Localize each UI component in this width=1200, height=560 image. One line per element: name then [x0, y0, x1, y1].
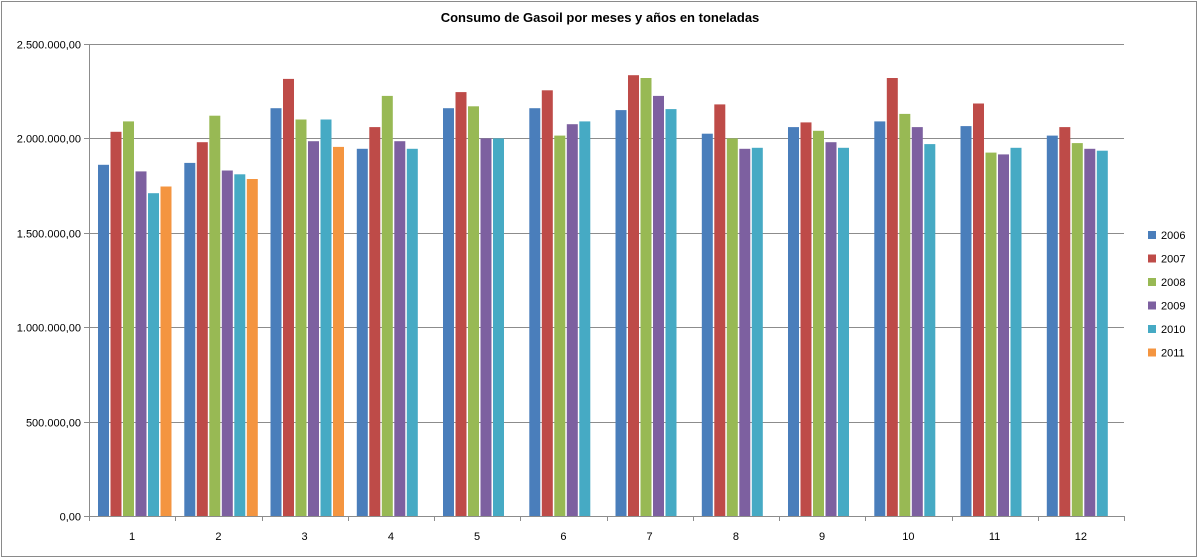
bar-2008-3 [295, 119, 307, 516]
bar-2010-2 [234, 174, 246, 517]
bar-2008-2 [209, 115, 221, 516]
bar-2011-3 [333, 146, 344, 516]
bar-2011-2 [246, 179, 258, 516]
bar-2007-8 [714, 104, 726, 517]
bar-2006-5 [443, 108, 454, 516]
gridlines [89, 44, 1124, 423]
bars [98, 75, 1108, 517]
bar-2006-3 [270, 108, 282, 516]
legend-swatch-2007 [1148, 254, 1156, 263]
bar-2009-12 [1084, 148, 1096, 517]
bar-2007-11 [973, 103, 984, 516]
bar-2008-5 [468, 106, 479, 517]
x-tick-label: 7 [647, 531, 653, 543]
bar-2007-6 [541, 90, 553, 517]
bar-2006-7 [615, 110, 627, 516]
y-tick-label: 1.000.000,00 [17, 323, 81, 335]
bar-2009-9 [825, 142, 837, 516]
bar-2008-4 [381, 95, 393, 517]
bar-2008-9 [813, 130, 824, 517]
bar-2007-2 [196, 142, 208, 516]
bar-2008-1 [123, 121, 134, 517]
bar-2008-7 [640, 78, 652, 516]
x-tick-label: 5 [474, 531, 480, 543]
bar-2009-2 [221, 170, 233, 516]
bar-2010-3 [320, 119, 332, 516]
bar-2006-12 [1046, 135, 1058, 516]
legend: 2006 2007 2008 2009 2010 2011 [1148, 230, 1185, 360]
bar-2010-10 [924, 144, 936, 516]
bar-2009-6 [566, 124, 578, 516]
legend-swatch-2010 [1148, 325, 1156, 333]
bar-2007-10 [886, 78, 898, 516]
y-tick-label: 2.000.000,00 [17, 134, 81, 146]
x-tick-label: 2 [215, 531, 221, 543]
bar-2011-1 [160, 186, 172, 516]
legend-swatch-2006 [1148, 231, 1156, 239]
x-tick-label: 10 [902, 531, 914, 543]
bar-2008-10 [899, 113, 911, 517]
bar-2010-12 [1096, 150, 1108, 516]
x-tick-label: 4 [388, 531, 394, 543]
legend-swatch-2008 [1148, 278, 1156, 286]
legend-label-2009: 2009 [1161, 301, 1185, 313]
bar-2009-11 [998, 154, 1009, 516]
bar-2009-5 [480, 138, 492, 516]
bar-2007-4 [369, 127, 381, 516]
x-tick-label: 11 [989, 531, 1000, 543]
bar-2006-10 [874, 121, 886, 517]
y-tick-label: 500.000,00 [26, 418, 81, 430]
legend-swatch-2011 [1148, 348, 1156, 357]
bar-2008-6 [554, 135, 566, 516]
bar-2006-9 [788, 127, 799, 516]
bar-2010-5 [493, 138, 504, 516]
x-tick-label: 12 [1075, 531, 1087, 543]
bar-2010-9 [838, 147, 849, 517]
chart-title: Consumo de Gasoil por meses y años en to… [440, 10, 760, 25]
x-tick-label: 1 [129, 531, 135, 543]
bar-2010-4 [406, 148, 418, 517]
bar-2007-7 [628, 75, 639, 516]
bar-2007-1 [110, 131, 122, 517]
bar-2009-4 [394, 141, 406, 516]
bar-2010-7 [665, 109, 677, 516]
y-tick-label: 0,00 [60, 512, 81, 524]
x-tick-label: 3 [302, 531, 308, 543]
y-tick-label: 1.500.000,00 [17, 229, 81, 241]
bar-2009-1 [135, 171, 147, 516]
bar-2006-8 [701, 133, 713, 516]
bar-2006-1 [98, 164, 109, 517]
axes: 0,00 500.000,00 1.000.000,00 1.500.000,00 2.… [17, 40, 1125, 543]
bar-2008-12 [1071, 143, 1083, 516]
bar-2008-8 [726, 138, 738, 516]
bar-2009-7 [653, 95, 664, 517]
bar-2006-11 [960, 126, 972, 516]
x-tick-label: 6 [560, 531, 566, 543]
bar-2007-5 [455, 92, 467, 516]
bar-2009-3 [308, 141, 319, 516]
bar-2010-8 [751, 147, 763, 517]
legend-label-2006: 2006 [1161, 230, 1185, 242]
bar-2008-11 [985, 152, 997, 516]
x-tick-label: 8 [733, 531, 739, 543]
bar-2007-9 [800, 122, 812, 517]
bar-2006-4 [356, 148, 368, 517]
legend-label-2010: 2010 [1161, 324, 1185, 336]
bar-2009-8 [739, 148, 751, 517]
y-tick-label: 2.500.000,00 [17, 40, 81, 52]
x-tick-label: 9 [819, 531, 825, 543]
bar-2009-10 [911, 127, 923, 516]
legend-swatch-2009 [1148, 301, 1156, 310]
legend-label-2008: 2008 [1161, 277, 1185, 289]
bar-2010-1 [148, 193, 159, 516]
bar-2007-3 [283, 78, 294, 517]
bar-2007-12 [1059, 127, 1071, 516]
bar-2006-6 [529, 108, 541, 516]
bar-2010-6 [579, 121, 591, 517]
legend-label-2011: 2011 [1161, 348, 1185, 360]
legend-label-2007: 2007 [1161, 254, 1185, 266]
bar-2006-2 [184, 162, 196, 516]
bar-2010-11 [1010, 147, 1022, 517]
